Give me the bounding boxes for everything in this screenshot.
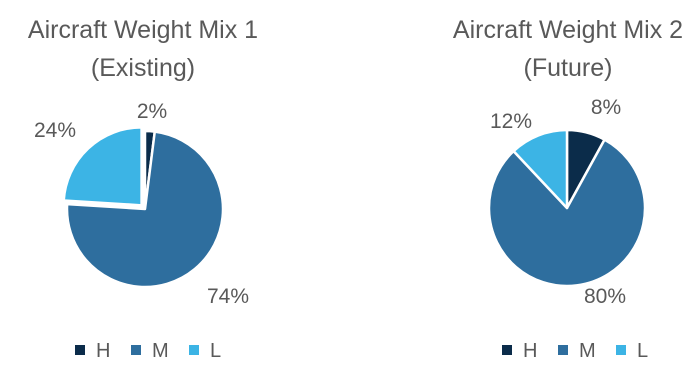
chart-2-legend-label-h: H [523,340,537,362]
chart-1-label-h: 2% [137,100,167,123]
chart-2-legend-label-m: M [579,340,596,362]
chart-2-legend-swatch-h [502,345,512,355]
chart-2-label-m: 80% [584,285,626,308]
chart-1-label-m: 74% [207,285,249,308]
chart-1-legend-label-l: L [210,340,221,362]
chart-1-title-line-1: Aircraft Weight Mix 1 [28,16,258,44]
chart-1-title-line-2: (Existing) [91,54,195,82]
chart-1-slice-m [65,130,225,289]
chart-1-legend-label-m: M [152,340,169,362]
chart-2-legend-label-l: L [637,340,648,362]
chart-2-legend-swatch-m [558,345,568,355]
chart-1-pie [62,126,225,289]
chart-2-legend: H M L [502,340,648,362]
chart-2-title-line-1: Aircraft Weight Mix 2 [453,16,683,44]
chart-1-legend-swatch-l [189,345,199,355]
chart-2-slice-m [487,138,647,288]
chart-2: Aircraft Weight Mix 2 (Future) 8% 80% 12… [453,16,683,362]
chart-2-legend-swatch-l [616,345,626,355]
chart-2-slice-l [512,128,569,210]
chart-2-label-h: 8% [591,96,621,119]
chart-1: Aircraft Weight Mix 1 (Existing) 2% 74% … [28,16,258,362]
chart-2-pie [487,128,647,288]
chart-1-legend: H M L [75,340,221,362]
chart-1-slice-l [62,126,143,207]
chart-2-title-line-2: (Future) [524,54,613,82]
chart-1-legend-swatch-m [131,345,141,355]
chart-1-legend-swatch-h [75,345,85,355]
chart-1-legend-label-h: H [96,340,110,362]
chart-1-label-l: 24% [34,119,76,142]
chart-2-label-l: 12% [490,110,532,133]
